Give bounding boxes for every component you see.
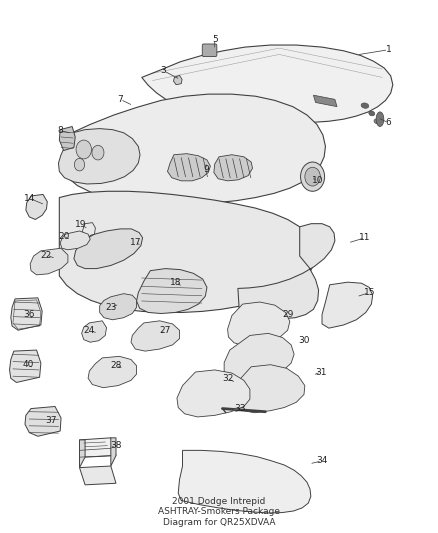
Polygon shape: [59, 191, 315, 312]
Text: 33: 33: [234, 404, 245, 413]
Text: 17: 17: [130, 238, 141, 247]
Ellipse shape: [361, 103, 369, 108]
Text: 29: 29: [282, 310, 293, 319]
Text: 11: 11: [359, 233, 371, 243]
Text: 15: 15: [364, 288, 375, 297]
Polygon shape: [11, 298, 42, 330]
Ellipse shape: [233, 408, 239, 411]
Text: 37: 37: [45, 416, 57, 425]
Polygon shape: [74, 229, 143, 269]
Text: 34: 34: [316, 456, 328, 465]
Polygon shape: [228, 302, 290, 346]
Text: 9: 9: [203, 165, 209, 174]
Circle shape: [300, 162, 325, 191]
Text: 23: 23: [105, 303, 117, 312]
Polygon shape: [81, 321, 106, 342]
Text: 3: 3: [160, 66, 166, 75]
Polygon shape: [214, 155, 252, 181]
Polygon shape: [131, 321, 180, 351]
Polygon shape: [224, 333, 294, 381]
Text: 6: 6: [386, 118, 392, 127]
Text: 2001 Dodge Intrepid
ASHTRAY-Smokers Package
Diagram for QR25XDVAA: 2001 Dodge Intrepid ASHTRAY-Smokers Pack…: [158, 497, 280, 527]
Text: 22: 22: [41, 251, 52, 260]
Circle shape: [74, 158, 85, 171]
Polygon shape: [79, 440, 85, 467]
Polygon shape: [58, 128, 140, 184]
Polygon shape: [314, 95, 337, 107]
Text: 20: 20: [58, 232, 69, 241]
Polygon shape: [26, 195, 47, 220]
Text: 31: 31: [315, 368, 327, 376]
Polygon shape: [167, 154, 210, 181]
Polygon shape: [79, 466, 116, 485]
Polygon shape: [25, 407, 61, 436]
Text: 5: 5: [212, 35, 218, 44]
FancyBboxPatch shape: [202, 44, 217, 56]
Polygon shape: [137, 269, 207, 313]
Text: 32: 32: [222, 374, 233, 383]
Polygon shape: [111, 438, 116, 466]
Ellipse shape: [374, 119, 380, 124]
Polygon shape: [64, 94, 325, 204]
Text: 14: 14: [25, 194, 36, 203]
Polygon shape: [10, 350, 41, 383]
Circle shape: [76, 140, 92, 159]
Ellipse shape: [376, 112, 384, 126]
Polygon shape: [142, 45, 393, 123]
Polygon shape: [238, 224, 335, 319]
Text: 18: 18: [170, 278, 182, 287]
Polygon shape: [59, 126, 75, 150]
Text: 8: 8: [57, 126, 63, 135]
Circle shape: [92, 146, 104, 160]
Text: 1: 1: [386, 45, 392, 54]
Polygon shape: [30, 248, 68, 275]
Polygon shape: [173, 75, 182, 85]
Polygon shape: [60, 231, 90, 250]
Polygon shape: [322, 282, 373, 328]
Text: 10: 10: [312, 176, 324, 185]
Text: 19: 19: [75, 220, 87, 229]
Polygon shape: [178, 450, 311, 513]
Text: 40: 40: [22, 360, 34, 369]
Polygon shape: [100, 294, 137, 320]
Polygon shape: [177, 370, 250, 417]
Text: 36: 36: [24, 310, 35, 319]
Text: 28: 28: [110, 361, 122, 370]
Polygon shape: [79, 438, 116, 457]
Polygon shape: [88, 357, 137, 387]
Polygon shape: [231, 365, 305, 413]
Circle shape: [305, 167, 320, 186]
Ellipse shape: [369, 111, 375, 116]
Text: 30: 30: [298, 336, 310, 345]
Text: 7: 7: [117, 95, 123, 104]
Text: 38: 38: [110, 441, 122, 450]
Text: 24: 24: [84, 326, 95, 335]
Text: 27: 27: [160, 326, 171, 335]
